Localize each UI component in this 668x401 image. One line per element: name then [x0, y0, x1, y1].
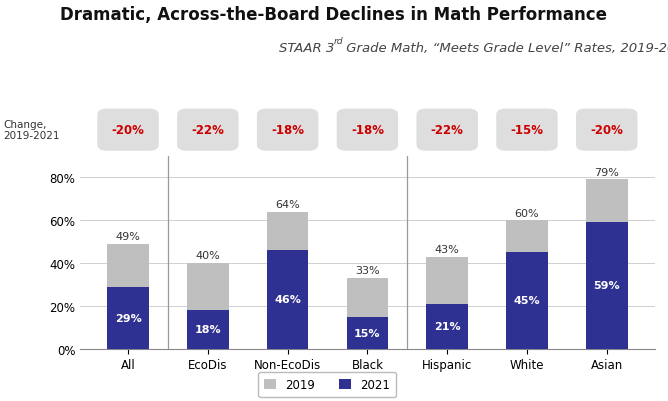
Text: -22%: -22% — [431, 124, 464, 137]
Text: -15%: -15% — [510, 124, 544, 137]
Text: Dramatic, Across-the-Board Declines in Math Performance: Dramatic, Across-the-Board Declines in M… — [61, 6, 607, 24]
Bar — [267, 251, 309, 349]
Text: -18%: -18% — [271, 124, 304, 137]
Text: 33%: 33% — [355, 266, 379, 276]
Text: 15%: 15% — [354, 328, 381, 338]
Text: Change,
2019-2021: Change, 2019-2021 — [3, 119, 60, 141]
Text: rd: rd — [334, 37, 343, 46]
Bar — [108, 244, 149, 349]
Text: 49%: 49% — [116, 231, 140, 241]
Text: 45%: 45% — [514, 296, 540, 306]
Bar — [426, 304, 468, 349]
Text: 46%: 46% — [274, 295, 301, 305]
Bar — [187, 263, 228, 349]
Bar — [347, 278, 388, 349]
Text: 21%: 21% — [434, 322, 460, 331]
Bar — [506, 221, 548, 349]
Text: -20%: -20% — [112, 124, 144, 137]
Text: 29%: 29% — [115, 313, 142, 323]
Legend: 2019, 2021: 2019, 2021 — [259, 372, 396, 397]
Text: 40%: 40% — [196, 251, 220, 261]
Bar — [586, 223, 627, 349]
Text: -18%: -18% — [351, 124, 384, 137]
Text: STAAR 3: STAAR 3 — [279, 42, 334, 55]
Text: 60%: 60% — [514, 208, 539, 218]
Bar — [267, 212, 309, 349]
Text: 43%: 43% — [435, 244, 460, 254]
Text: -20%: -20% — [591, 124, 623, 137]
Bar — [506, 253, 548, 349]
Text: 64%: 64% — [275, 199, 300, 209]
Bar — [187, 310, 228, 349]
Bar — [586, 180, 627, 349]
Text: 79%: 79% — [595, 167, 619, 177]
Bar — [347, 317, 388, 349]
Text: 18%: 18% — [194, 325, 221, 334]
Text: -22%: -22% — [192, 124, 224, 137]
Text: Grade Math, “Meets Grade Level” Rates, 2019-2021: Grade Math, “Meets Grade Level” Rates, 2… — [342, 42, 668, 55]
Text: 59%: 59% — [593, 281, 620, 291]
Bar — [426, 257, 468, 349]
Bar — [108, 287, 149, 349]
